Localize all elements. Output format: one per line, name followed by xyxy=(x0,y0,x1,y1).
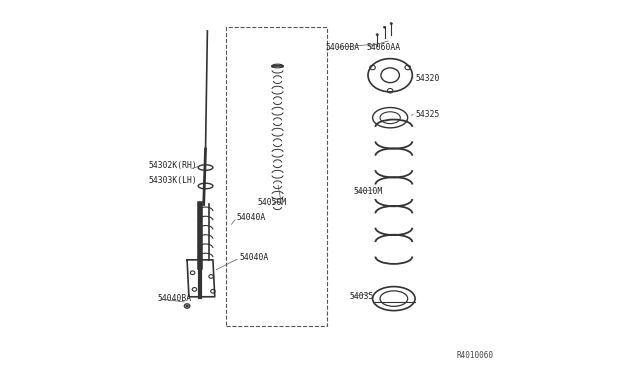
Text: 54320: 54320 xyxy=(416,74,440,83)
Text: 54302K(RH): 54302K(RH) xyxy=(148,161,197,170)
Text: 54303K(LH): 54303K(LH) xyxy=(148,176,197,185)
Text: 54060AA: 54060AA xyxy=(366,43,400,52)
Bar xyxy=(226,27,328,326)
Text: 54325: 54325 xyxy=(416,109,440,119)
Text: 54050M: 54050M xyxy=(257,198,287,207)
Ellipse shape xyxy=(376,34,378,36)
Ellipse shape xyxy=(186,305,188,307)
Text: 54010M: 54010M xyxy=(353,187,383,196)
Text: 54040A: 54040A xyxy=(239,253,269,263)
Text: 54040A: 54040A xyxy=(237,213,266,222)
Text: 54035: 54035 xyxy=(349,292,374,301)
Ellipse shape xyxy=(383,26,386,28)
Text: 54040BA: 54040BA xyxy=(157,294,191,303)
Text: R4010060: R4010060 xyxy=(456,350,493,359)
Text: 54060BA: 54060BA xyxy=(326,43,360,52)
Ellipse shape xyxy=(390,23,392,25)
